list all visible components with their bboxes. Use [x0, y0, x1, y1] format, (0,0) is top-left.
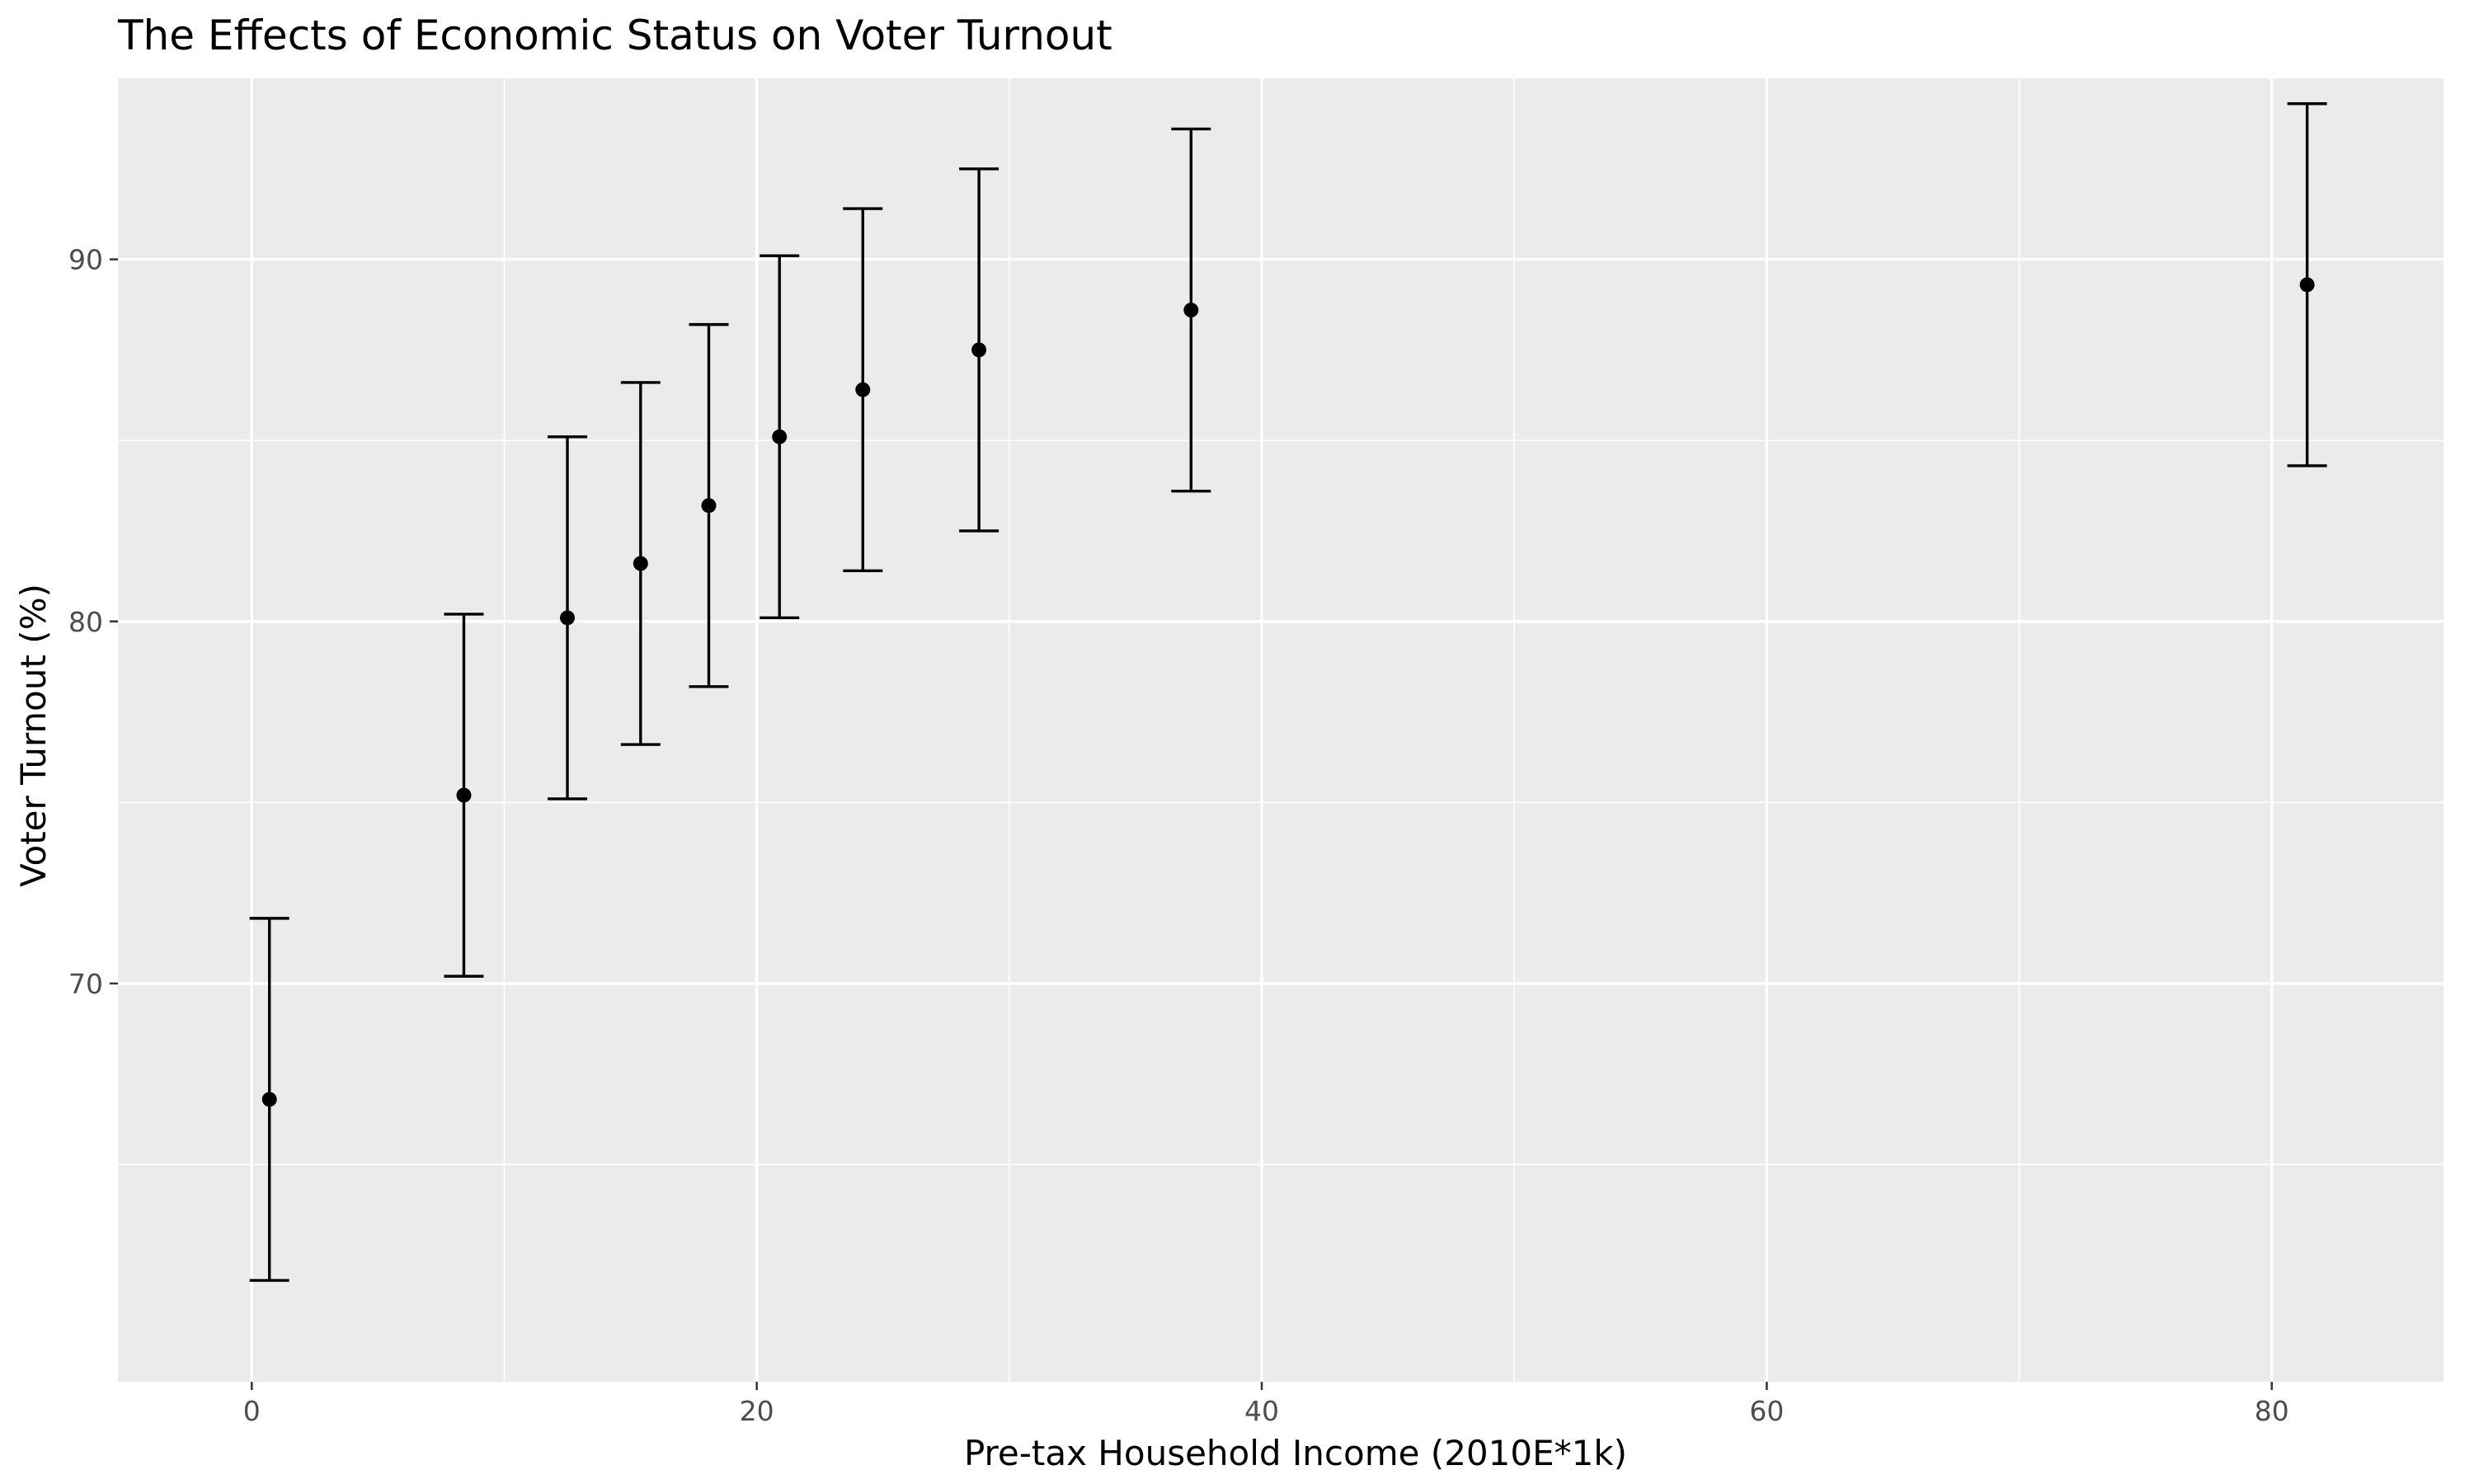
data-layer [249, 102, 2327, 1282]
axis-ticks: 0 20 40 60 80 70 80 90 [68, 244, 2289, 1427]
data-point-group [1171, 127, 1211, 493]
data-point [633, 556, 648, 571]
data-point-group [2287, 102, 2327, 467]
data-point [855, 382, 871, 397]
x-axis-label: Pre-tax Household Income (2010E*1k) [964, 1433, 1627, 1473]
data-point-group [843, 207, 883, 572]
x-tick-label: 20 [740, 1395, 774, 1427]
data-point-group [548, 435, 588, 801]
y-axis-label: Voter Turnout (%) [13, 584, 54, 887]
y-tick-label: 70 [68, 968, 103, 1000]
chart-title: The Effects of Economic Status on Voter … [117, 12, 1112, 59]
data-point-group [959, 167, 999, 533]
data-point [261, 1092, 277, 1107]
data-point [456, 787, 472, 803]
data-point-group [444, 613, 484, 978]
data-point-group [249, 917, 289, 1282]
data-point-group [689, 322, 729, 688]
data-point [560, 610, 576, 626]
data-point-group [760, 254, 800, 620]
data-point [701, 498, 717, 514]
y-tick-label: 90 [68, 244, 103, 276]
grid-lines [118, 78, 2443, 1382]
data-point [772, 429, 788, 444]
data-point [1183, 303, 1199, 318]
data-point-group [620, 381, 661, 746]
x-tick-label: 60 [1749, 1395, 1784, 1427]
y-tick-label: 80 [68, 606, 103, 638]
x-tick-label: 40 [1244, 1395, 1279, 1427]
x-tick-label: 80 [2255, 1395, 2289, 1427]
plot-panel [118, 78, 2443, 1382]
data-point [971, 342, 987, 358]
data-point [2299, 277, 2315, 293]
x-tick-label: 0 [243, 1395, 261, 1427]
